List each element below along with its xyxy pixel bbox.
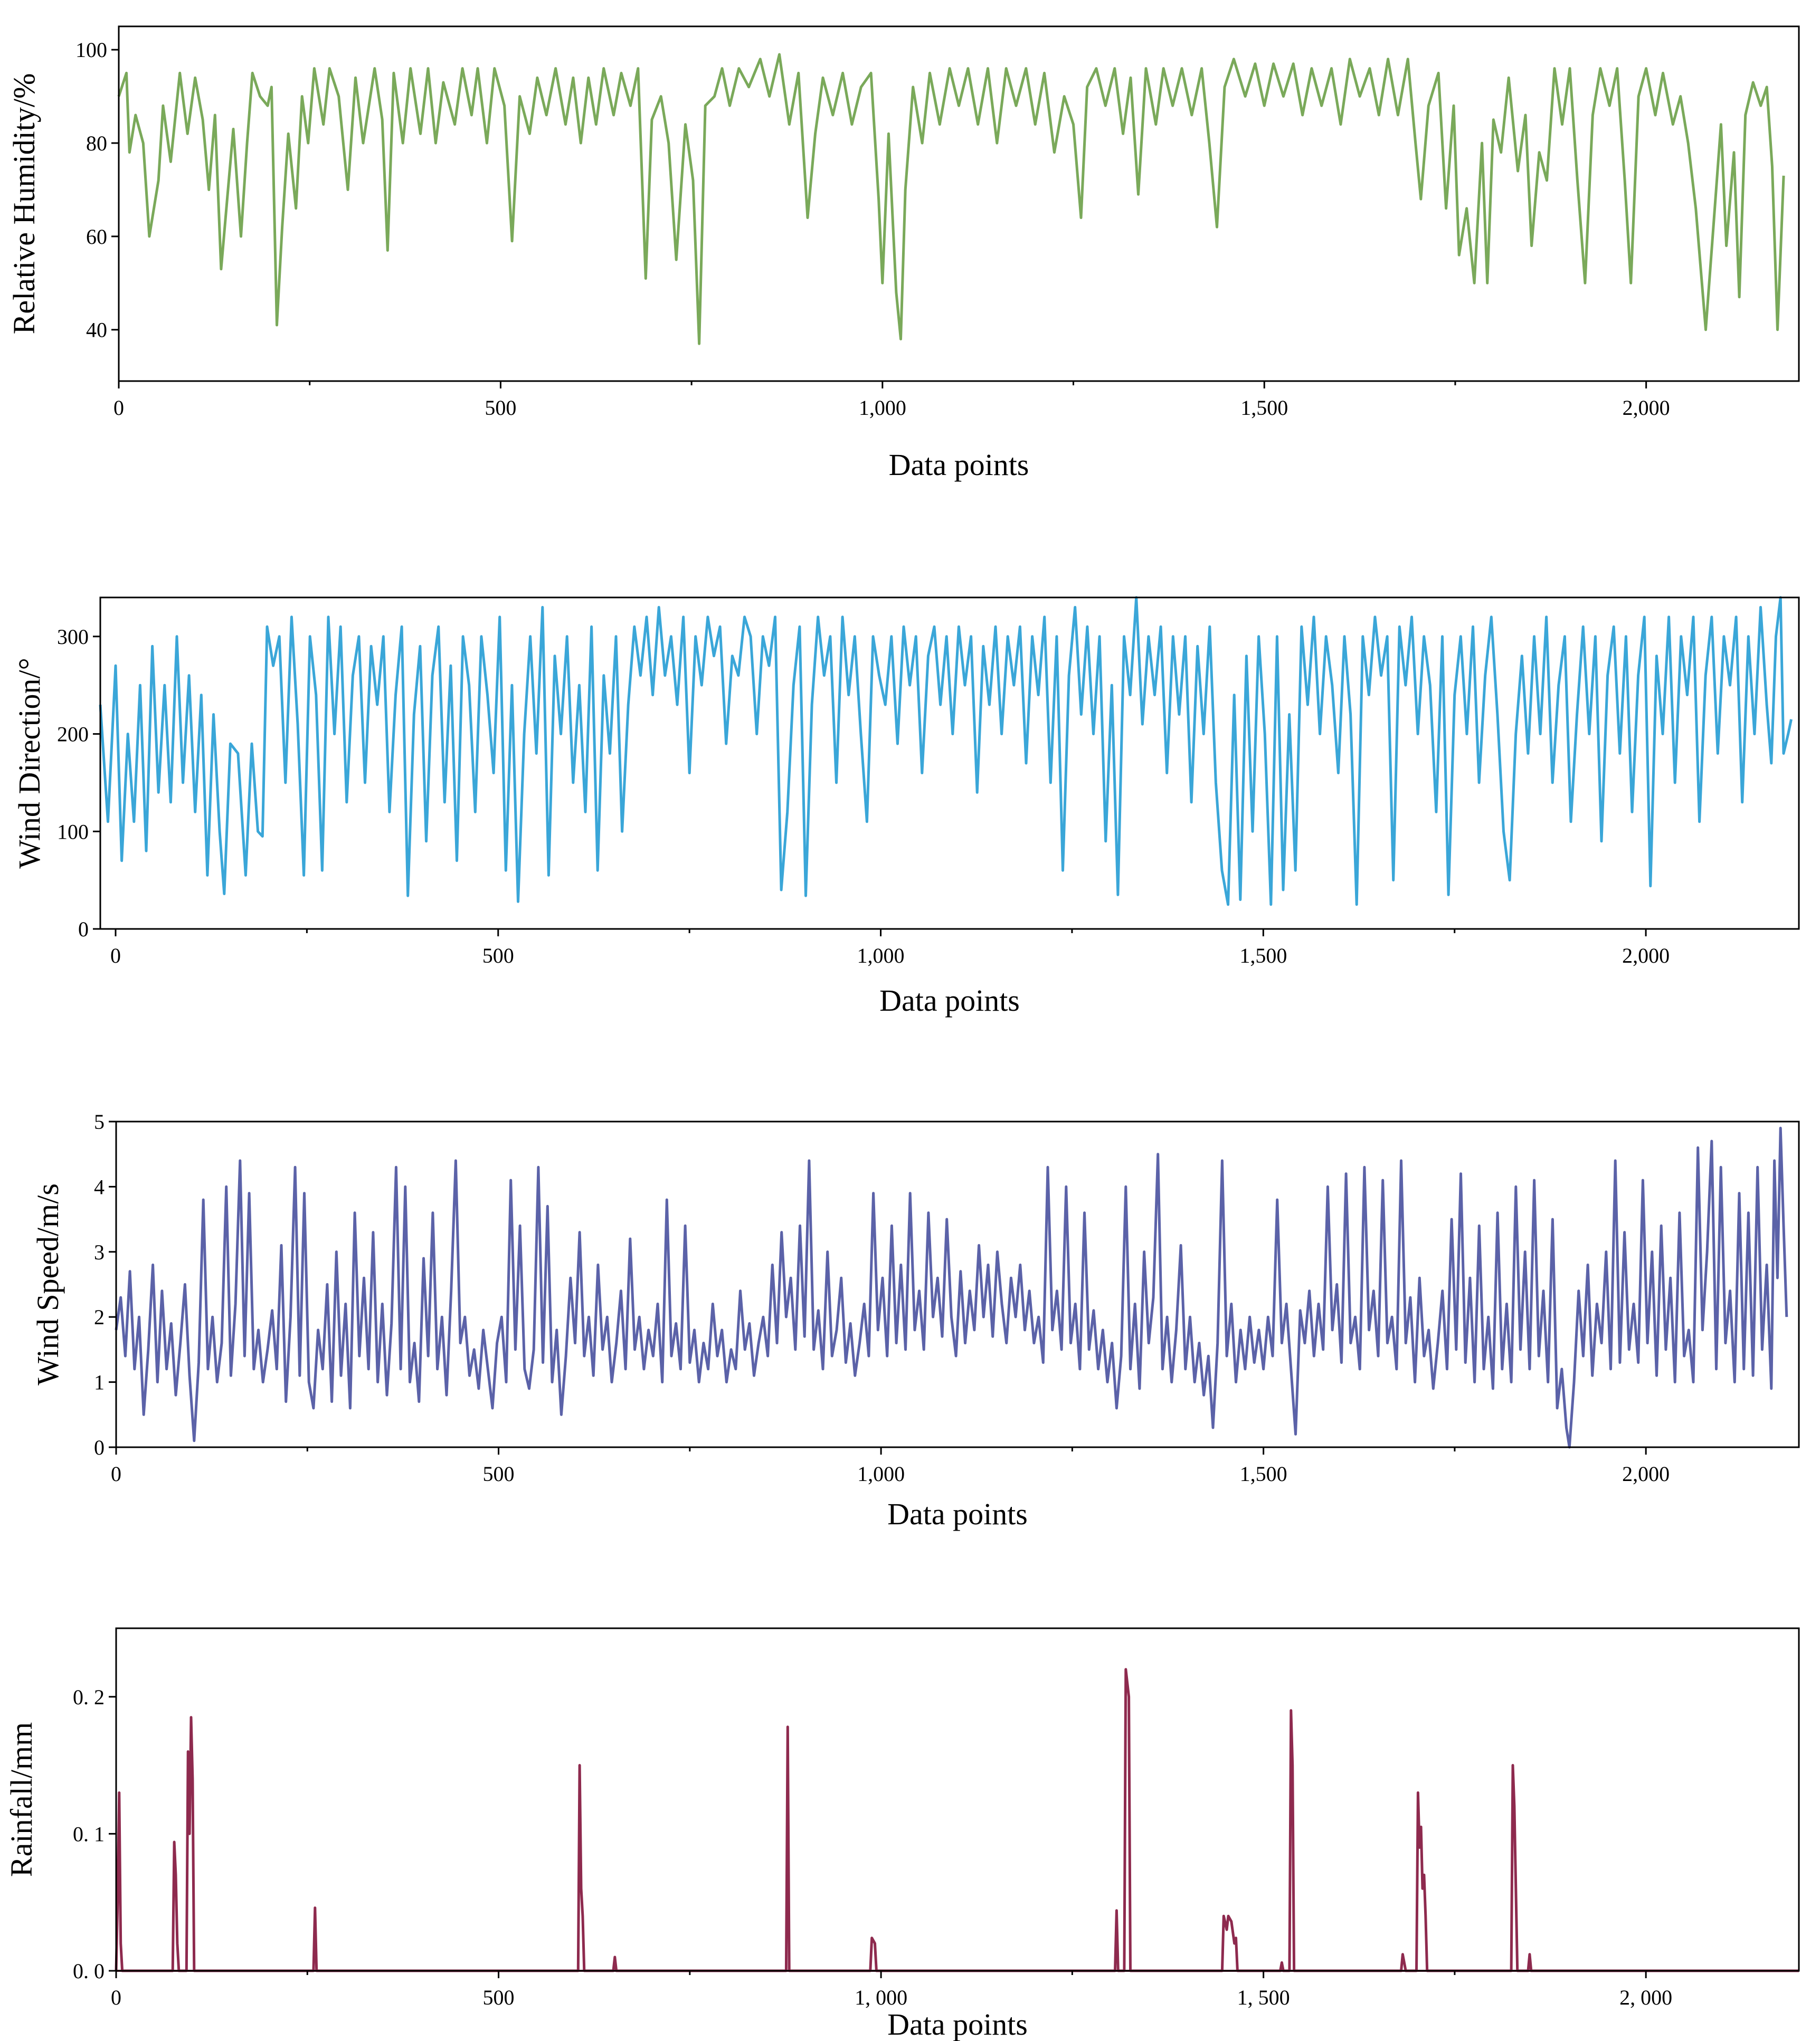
wind-speed-x-tick-label: 500 [483,1462,515,1486]
rainfall-x-tick-label: 1, 000 [855,1986,907,2009]
relative-humidity-y-tick-label: 100 [75,38,107,62]
wind-speed-x-tick-label: 0 [111,1462,121,1486]
relative-humidity-x-tick-label: 1,500 [1240,396,1288,420]
wind-direction-x-tick-label: 2,000 [1622,944,1670,967]
wind-direction-y-axis-title: Wind Direction/° [12,658,46,868]
wind-speed-y-tick-label: 2 [94,1305,105,1329]
relative-humidity-y-tick-label: 60 [86,225,107,249]
wind-direction-y-tick-label: 300 [57,625,89,649]
wind-direction-x-axis-title: Data points [879,983,1020,1018]
rainfall-y-tick-label: 0. 0 [73,1959,105,1983]
rainfall-x-axis-title: Data points [887,2007,1028,2041]
wind-speed-x-tick-label: 2,000 [1622,1462,1670,1486]
rainfall-y-axis-title: Rainfall/mm [4,1722,39,1877]
wind-speed-y-tick-label: 5 [94,1110,105,1134]
rainfall-plot-frame [115,1627,1800,1972]
chart-wind-speed: 0 500 1,000 1,500 2,000 0 1 2 3 4 5 Data points Wind… [31,1110,1800,1531]
rainfall-x-tick-label: 500 [483,1986,515,2009]
wind-direction-x-tick-label: 1,500 [1239,944,1287,967]
wind-direction-y-tick-label: 0 [78,917,89,941]
wind-speed-x-tick-label: 1,000 [857,1462,905,1486]
wind-speed-y-tick-label: 0 [94,1436,105,1459]
relative-humidity-x-tick-label: 1,000 [859,396,906,420]
relative-humidity-x-axis-title: Data points [889,448,1029,482]
rainfall-x-tick-label: 1, 500 [1237,1986,1290,2009]
relative-humidity-y-axis-title: Relative Humidity/% [7,73,41,335]
wind-direction-series-line [99,596,1793,906]
wind-speed-plot-frame [115,1121,1800,1448]
rainfall-x-tick-label: 2, 000 [1619,1986,1672,2009]
chart-relative-humidity: 0 500 1,000 1,500 2,000 40 60 80 100 Data points R… [7,25,1800,482]
chart-rainfall: 0 500 1, 000 1, 500 2, 000 0. 0 0. 1 0. 2 Data p… [4,1627,1800,2041]
wind-speed-y-tick-label: 3 [94,1240,105,1264]
wind-direction-x-tick-label: 0 [110,944,121,967]
relative-humidity-y-tick-label: 40 [86,318,107,342]
rainfall-series-line [115,1668,1799,1972]
wind-speed-series-line [115,1126,1788,1449]
rainfall-y-tick-label: 0. 1 [73,1822,105,1846]
rainfall-x-tick-label: 0 [111,1986,121,2009]
wind-speed-y-tick-label: 4 [94,1175,105,1199]
relative-humidity-x-tick-label: 500 [485,396,516,420]
relative-humidity-series-line [117,53,1785,345]
relative-humidity-plot-frame [118,25,1800,382]
relative-humidity-y-tick-label: 80 [86,131,107,155]
wind-direction-plot-frame [99,596,1800,930]
wind-speed-y-tick-label: 1 [94,1371,105,1394]
wind-direction-y-tick-label: 200 [57,723,89,746]
relative-humidity-x-tick-label: 2,000 [1623,396,1670,420]
wind-speed-x-axis-title: Data points [887,1497,1028,1531]
wind-direction-x-tick-label: 500 [482,944,514,967]
wind-speed-y-axis-title: Wind Speed/m/s [31,1183,65,1385]
wind-direction-y-tick-label: 100 [57,820,89,843]
rainfall-y-tick-label: 0. 2 [73,1685,105,1709]
wind-speed-x-tick-label: 1,500 [1240,1462,1287,1486]
relative-humidity-x-tick-label: 0 [113,396,124,420]
chart-wind-direction: 0 500 1,000 1,500 2,000 0 100 200 300 Data points… [12,596,1800,1018]
wind-direction-x-tick-label: 1,000 [857,944,905,967]
